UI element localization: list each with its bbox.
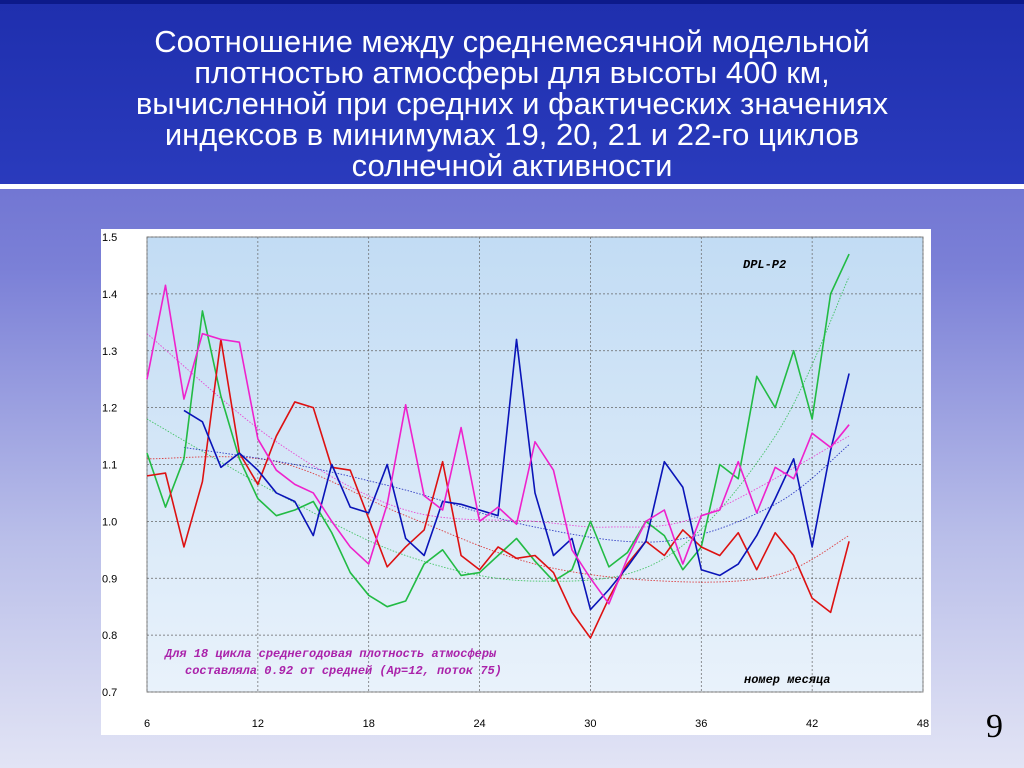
x-tick-label: 24 xyxy=(473,718,485,730)
slide-title: Соотношение между среднемесячной модельн… xyxy=(135,24,889,183)
y-tick-label: 1.5 xyxy=(102,232,117,244)
x-axis-label: номер месяца xyxy=(744,673,830,687)
page-number: 9 xyxy=(986,708,1003,745)
x-tick-label: 30 xyxy=(584,718,596,730)
density-chart: 1.5 1.4 1.3 1.2 1.1 1.0 0.9 0.8 0.7 6 12 18 24 30 36 4… xyxy=(102,232,929,730)
x-tick-label: 6 xyxy=(144,718,150,730)
y-tick-label: 1.1 xyxy=(102,460,117,472)
series-line-2 xyxy=(183,338,850,611)
y-tick-labels: 1.5 1.4 1.3 1.2 1.1 1.0 0.9 0.8 0.7 xyxy=(102,232,117,699)
series-line-1 xyxy=(146,338,850,639)
x-tick-label: 18 xyxy=(363,718,375,730)
y-tick-label: 0.8 xyxy=(102,630,117,642)
title-banner: Соотношение между среднемесячной модельн… xyxy=(0,0,1024,186)
header-divider xyxy=(0,184,1024,189)
note-line-2: составляла 0.92 от средней (Ap=12, поток… xyxy=(185,664,502,678)
x-tick-label: 12 xyxy=(252,718,264,730)
y-tick-label: 1.2 xyxy=(102,403,117,415)
trend-line-1 xyxy=(146,456,850,583)
series-line-3 xyxy=(146,284,850,605)
data-lines xyxy=(146,253,850,639)
x-tick-label: 36 xyxy=(695,718,707,730)
grid-lines xyxy=(146,236,924,693)
chart-panel: 1.5 1.4 1.3 1.2 1.1 1.0 0.9 0.8 0.7 6 12 18 24 30 36 4… xyxy=(101,229,931,735)
series-line-0 xyxy=(146,253,850,608)
x-tick-label: 42 xyxy=(806,718,818,730)
x-tick-label: 48 xyxy=(917,718,929,730)
note-line-1: Для 18 цикла среднегодовая плотность атм… xyxy=(164,647,497,661)
y-tick-label: 0.7 xyxy=(102,687,117,699)
x-tick-labels: 6 12 18 24 30 36 42 48 xyxy=(144,718,929,730)
y-tick-label: 0.9 xyxy=(102,573,117,585)
model-label: DPL-P2 xyxy=(743,258,786,272)
trend-line-2 xyxy=(183,444,850,543)
y-tick-label: 1.4 xyxy=(102,289,117,301)
trend-line-0 xyxy=(146,276,850,582)
y-tick-label: 1.3 xyxy=(102,346,117,358)
y-tick-label: 1.0 xyxy=(102,516,117,528)
